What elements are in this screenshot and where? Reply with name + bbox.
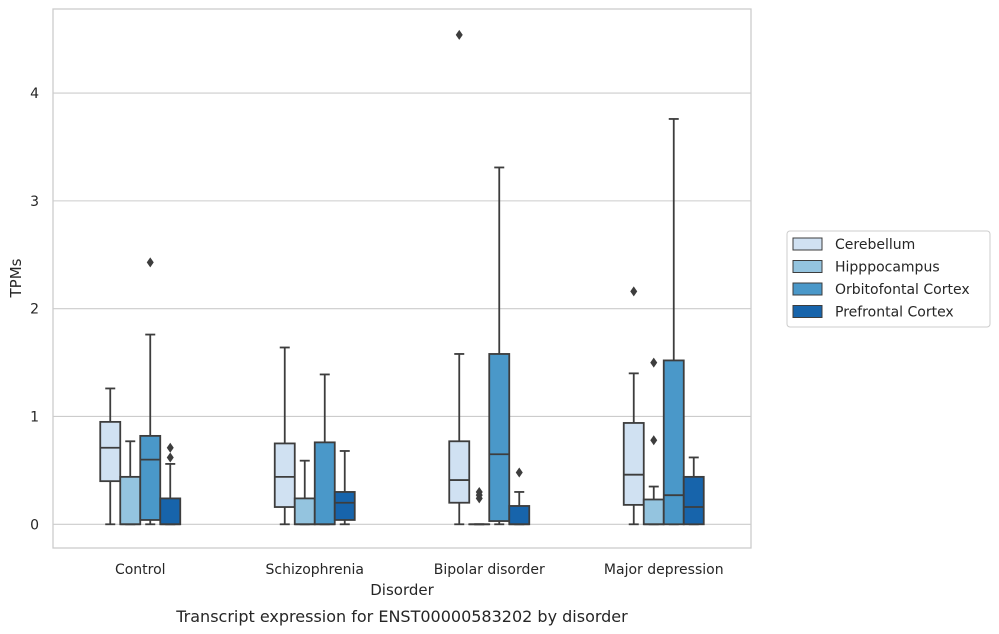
box-orbitofontal-cortex xyxy=(662,118,685,526)
y-tick-label: 0 xyxy=(30,517,39,533)
legend-label: Prefrontal Cortex xyxy=(835,305,954,321)
box-iqr xyxy=(622,422,645,506)
legend-swatch xyxy=(792,305,823,318)
box-orbitofontal-cortex xyxy=(139,257,162,526)
x-tick-labels: Control Schizophrenia Bipolar disorder Majo… xyxy=(115,562,724,578)
box-iqr xyxy=(119,475,142,526)
box-iqr xyxy=(99,420,122,483)
box-cerebellum xyxy=(622,286,645,526)
y-tick-label: 4 xyxy=(30,86,39,102)
box-iqr xyxy=(508,505,531,526)
box-iqr xyxy=(293,497,316,526)
box-iqr xyxy=(488,353,511,522)
box-prefrontal-cortex xyxy=(333,450,356,526)
outlier-point xyxy=(146,257,154,268)
box-iqr xyxy=(333,491,356,521)
legend-label: Cerebellum xyxy=(835,237,915,253)
box-cerebellum xyxy=(99,387,122,526)
box-iqr xyxy=(642,498,665,526)
outlier-point xyxy=(650,357,658,368)
x-tick-label: Schizophrenia xyxy=(266,562,364,578)
x-tick-label: Control xyxy=(115,562,166,578)
outlier-point xyxy=(630,286,638,297)
x-axis-label: Disorder xyxy=(370,581,434,599)
legend-label: Orbitofontal Cortex xyxy=(835,282,970,298)
box-hipppocampus xyxy=(468,486,491,526)
box-hipppocampus xyxy=(642,357,665,526)
legend-label: Hipppocampus xyxy=(835,260,940,276)
box-iqr xyxy=(273,442,296,508)
box-iqr xyxy=(159,497,182,526)
outlier-point xyxy=(650,435,658,446)
boxes xyxy=(99,29,705,526)
box-hipppocampus xyxy=(293,459,316,526)
legend-swatch xyxy=(792,260,823,273)
x-tick-label: Major depression xyxy=(604,562,724,578)
chart-caption: Transcript expression for ENST0000058320… xyxy=(175,607,628,626)
box-iqr xyxy=(139,434,162,521)
y-tick-label: 3 xyxy=(30,194,39,210)
outlier-point xyxy=(475,486,483,497)
box-iqr xyxy=(682,475,705,526)
legend: Cerebellum Hipppocampus Orbitofontal Corte… xyxy=(786,230,991,328)
y-tick-labels: 0 1 2 3 4 xyxy=(30,86,39,533)
outlier-point xyxy=(455,29,463,40)
x-tick-label: Bipolar disorder xyxy=(434,562,545,578)
box-prefrontal-cortex xyxy=(159,442,182,526)
box-orbitofontal-cortex xyxy=(313,373,336,526)
box-iqr xyxy=(662,359,685,526)
box-iqr xyxy=(313,441,336,526)
box-cerebellum xyxy=(273,346,296,526)
box-prefrontal-cortex xyxy=(508,467,531,526)
outlier-point xyxy=(166,452,174,463)
box-cerebellum xyxy=(448,29,471,526)
legend-swatch xyxy=(792,237,823,251)
legend-swatch xyxy=(792,282,823,296)
box-orbitofontal-cortex xyxy=(488,166,511,526)
outlier-point xyxy=(515,467,523,478)
y-axis-label: TPMs xyxy=(7,258,25,298)
y-tick-label: 2 xyxy=(30,302,39,318)
box-prefrontal-cortex xyxy=(682,456,705,526)
outlier-point xyxy=(166,442,174,453)
y-tick-label: 1 xyxy=(30,409,39,425)
box-iqr xyxy=(448,440,471,504)
plot-frame xyxy=(52,8,752,549)
legend-frame xyxy=(786,230,991,328)
box-hipppocampus xyxy=(119,440,142,526)
